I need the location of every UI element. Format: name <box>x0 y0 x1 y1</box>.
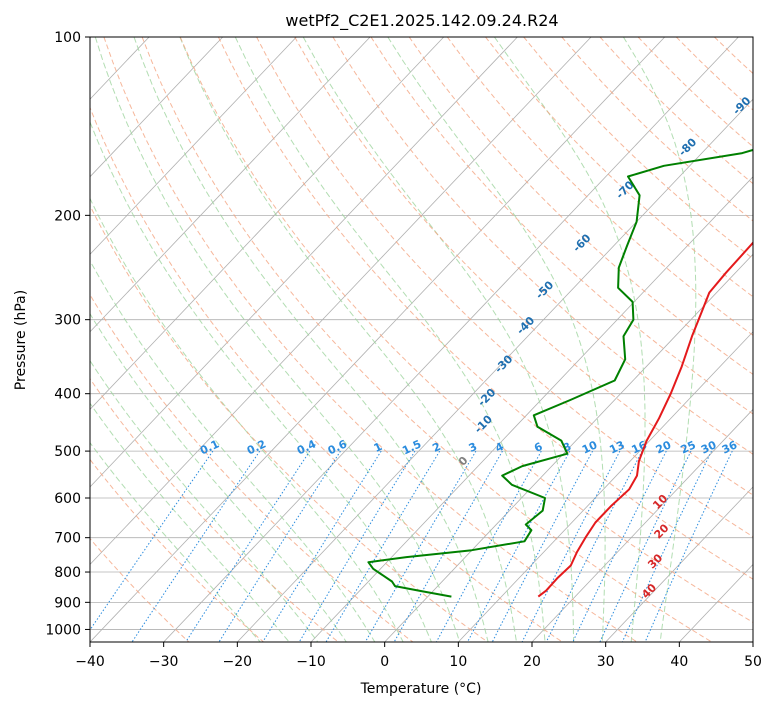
isotherm-line <box>90 37 666 642</box>
isotherm-line <box>163 37 739 642</box>
dewpoint-profile-line <box>367 148 753 598</box>
isotherm-line <box>458 331 753 642</box>
y-tick-label: 800 <box>54 565 81 581</box>
x-tick-label: 50 <box>744 654 762 670</box>
x-tick-label: −40 <box>75 654 105 670</box>
dry-adiabat <box>332 37 753 455</box>
dry-adiabat <box>408 37 753 375</box>
y-axis-ticks: 100 200 300 400 500 600 700 800 900 1000 <box>45 30 90 638</box>
moist-adiabat <box>90 259 376 642</box>
mixing-ratio-label: 20 <box>654 438 674 456</box>
mixing-ratio-line <box>393 450 503 642</box>
dry-adiabat <box>90 293 414 642</box>
isotherm-line <box>90 37 371 333</box>
mixing-ratio-line <box>572 450 667 642</box>
dry-adiabat <box>485 37 753 298</box>
x-tick-label: −30 <box>149 654 179 670</box>
mixing-ratio-line <box>521 450 621 642</box>
isotherm-line <box>90 37 592 566</box>
dry-adiabat <box>446 37 753 336</box>
moist-adiabat <box>493 37 646 642</box>
dry-adiabat <box>90 204 488 642</box>
mixing-ratio-line <box>491 450 594 642</box>
y-tick-label: 500 <box>54 444 81 460</box>
mixing-ratio-label: 25 <box>679 438 698 456</box>
y-tick-label: 100 <box>54 30 81 46</box>
x-tick-label: 40 <box>670 654 688 670</box>
moist-adiabat <box>387 37 606 642</box>
mixing-ratio-label: 13 <box>607 438 626 456</box>
x-tick-label: −20 <box>223 654 253 670</box>
moist-adiabats-layer <box>90 37 697 642</box>
plot-frame <box>89 36 754 643</box>
x-axis-ticks: −40 −30 −20 −10 0 10 20 30 40 50 <box>75 642 762 670</box>
isotherm-line <box>90 37 224 178</box>
temperature-profile-line <box>537 241 753 598</box>
moist-adiabat <box>90 359 319 642</box>
isotherm-line <box>384 253 753 642</box>
x-tick-label: 10 <box>449 654 467 670</box>
x-tick-label: −10 <box>296 654 326 670</box>
isotherm-line <box>90 37 518 488</box>
mixing-ratio-line <box>599 450 692 642</box>
dry-adiabat <box>370 37 753 415</box>
y-tick-label: 400 <box>54 387 81 403</box>
y-tick-label: 900 <box>54 595 81 611</box>
isotherm-line <box>90 37 297 255</box>
moist-adiabat <box>90 120 432 642</box>
y-tick-label: 600 <box>54 491 81 507</box>
mixing-ratio-line <box>262 450 382 642</box>
y-tick-label: 700 <box>54 531 81 547</box>
grid-layer <box>90 37 753 642</box>
mixing-ratio-line <box>545 450 643 642</box>
mixing-ratio-label: 10 <box>580 438 600 456</box>
moist-adiabat <box>94 37 461 642</box>
isotherm-line <box>237 98 753 642</box>
moist-adiabat <box>622 37 697 642</box>
mixing-ratio-line <box>185 450 311 642</box>
dry-adiabats-layer <box>90 37 753 642</box>
dry-adiabat <box>90 458 264 642</box>
moist-adiabat <box>90 441 261 642</box>
moist-adiabat <box>90 312 347 642</box>
y-axis-label: Pressure (hPa) <box>13 290 29 390</box>
mixing-ratio-line <box>364 450 477 642</box>
x-tick-label: 30 <box>597 654 615 670</box>
mixing-ratio-line <box>435 450 542 642</box>
mixing-ratio-line <box>90 450 214 631</box>
y-tick-label: 200 <box>54 208 81 224</box>
x-tick-label: 0 <box>380 654 389 670</box>
mixing-ratio-label: 36 <box>720 438 740 456</box>
x-axis-label: Temperature (°C) <box>360 681 482 697</box>
isotherm-line <box>90 37 445 410</box>
dry-adiabat <box>179 37 753 623</box>
mixing-ratio-layer <box>90 450 733 642</box>
moist-adiabat <box>302 37 575 642</box>
moist-adiabat <box>179 37 517 642</box>
mixing-ratio-label: 16 <box>630 438 650 456</box>
mixing-ratio-line <box>467 450 571 642</box>
chart-title: wetPf2_C2E1.2025.142.09.24.R24 <box>285 11 558 31</box>
moist-adiabat <box>90 197 404 642</box>
dry-adiabat <box>103 37 638 642</box>
mixing-ratio-label: 30 <box>699 438 719 456</box>
dry-adiabat <box>90 106 563 642</box>
mixing-ratio-line <box>218 450 341 642</box>
y-tick-label: 1000 <box>45 622 81 638</box>
isotherm-line <box>531 408 753 642</box>
x-tick-label: 20 <box>523 654 541 670</box>
profile-lines-layer <box>367 148 753 598</box>
y-tick-label: 300 <box>54 313 81 329</box>
isotherm-line <box>605 486 753 642</box>
dry-adiabat <box>141 37 712 642</box>
